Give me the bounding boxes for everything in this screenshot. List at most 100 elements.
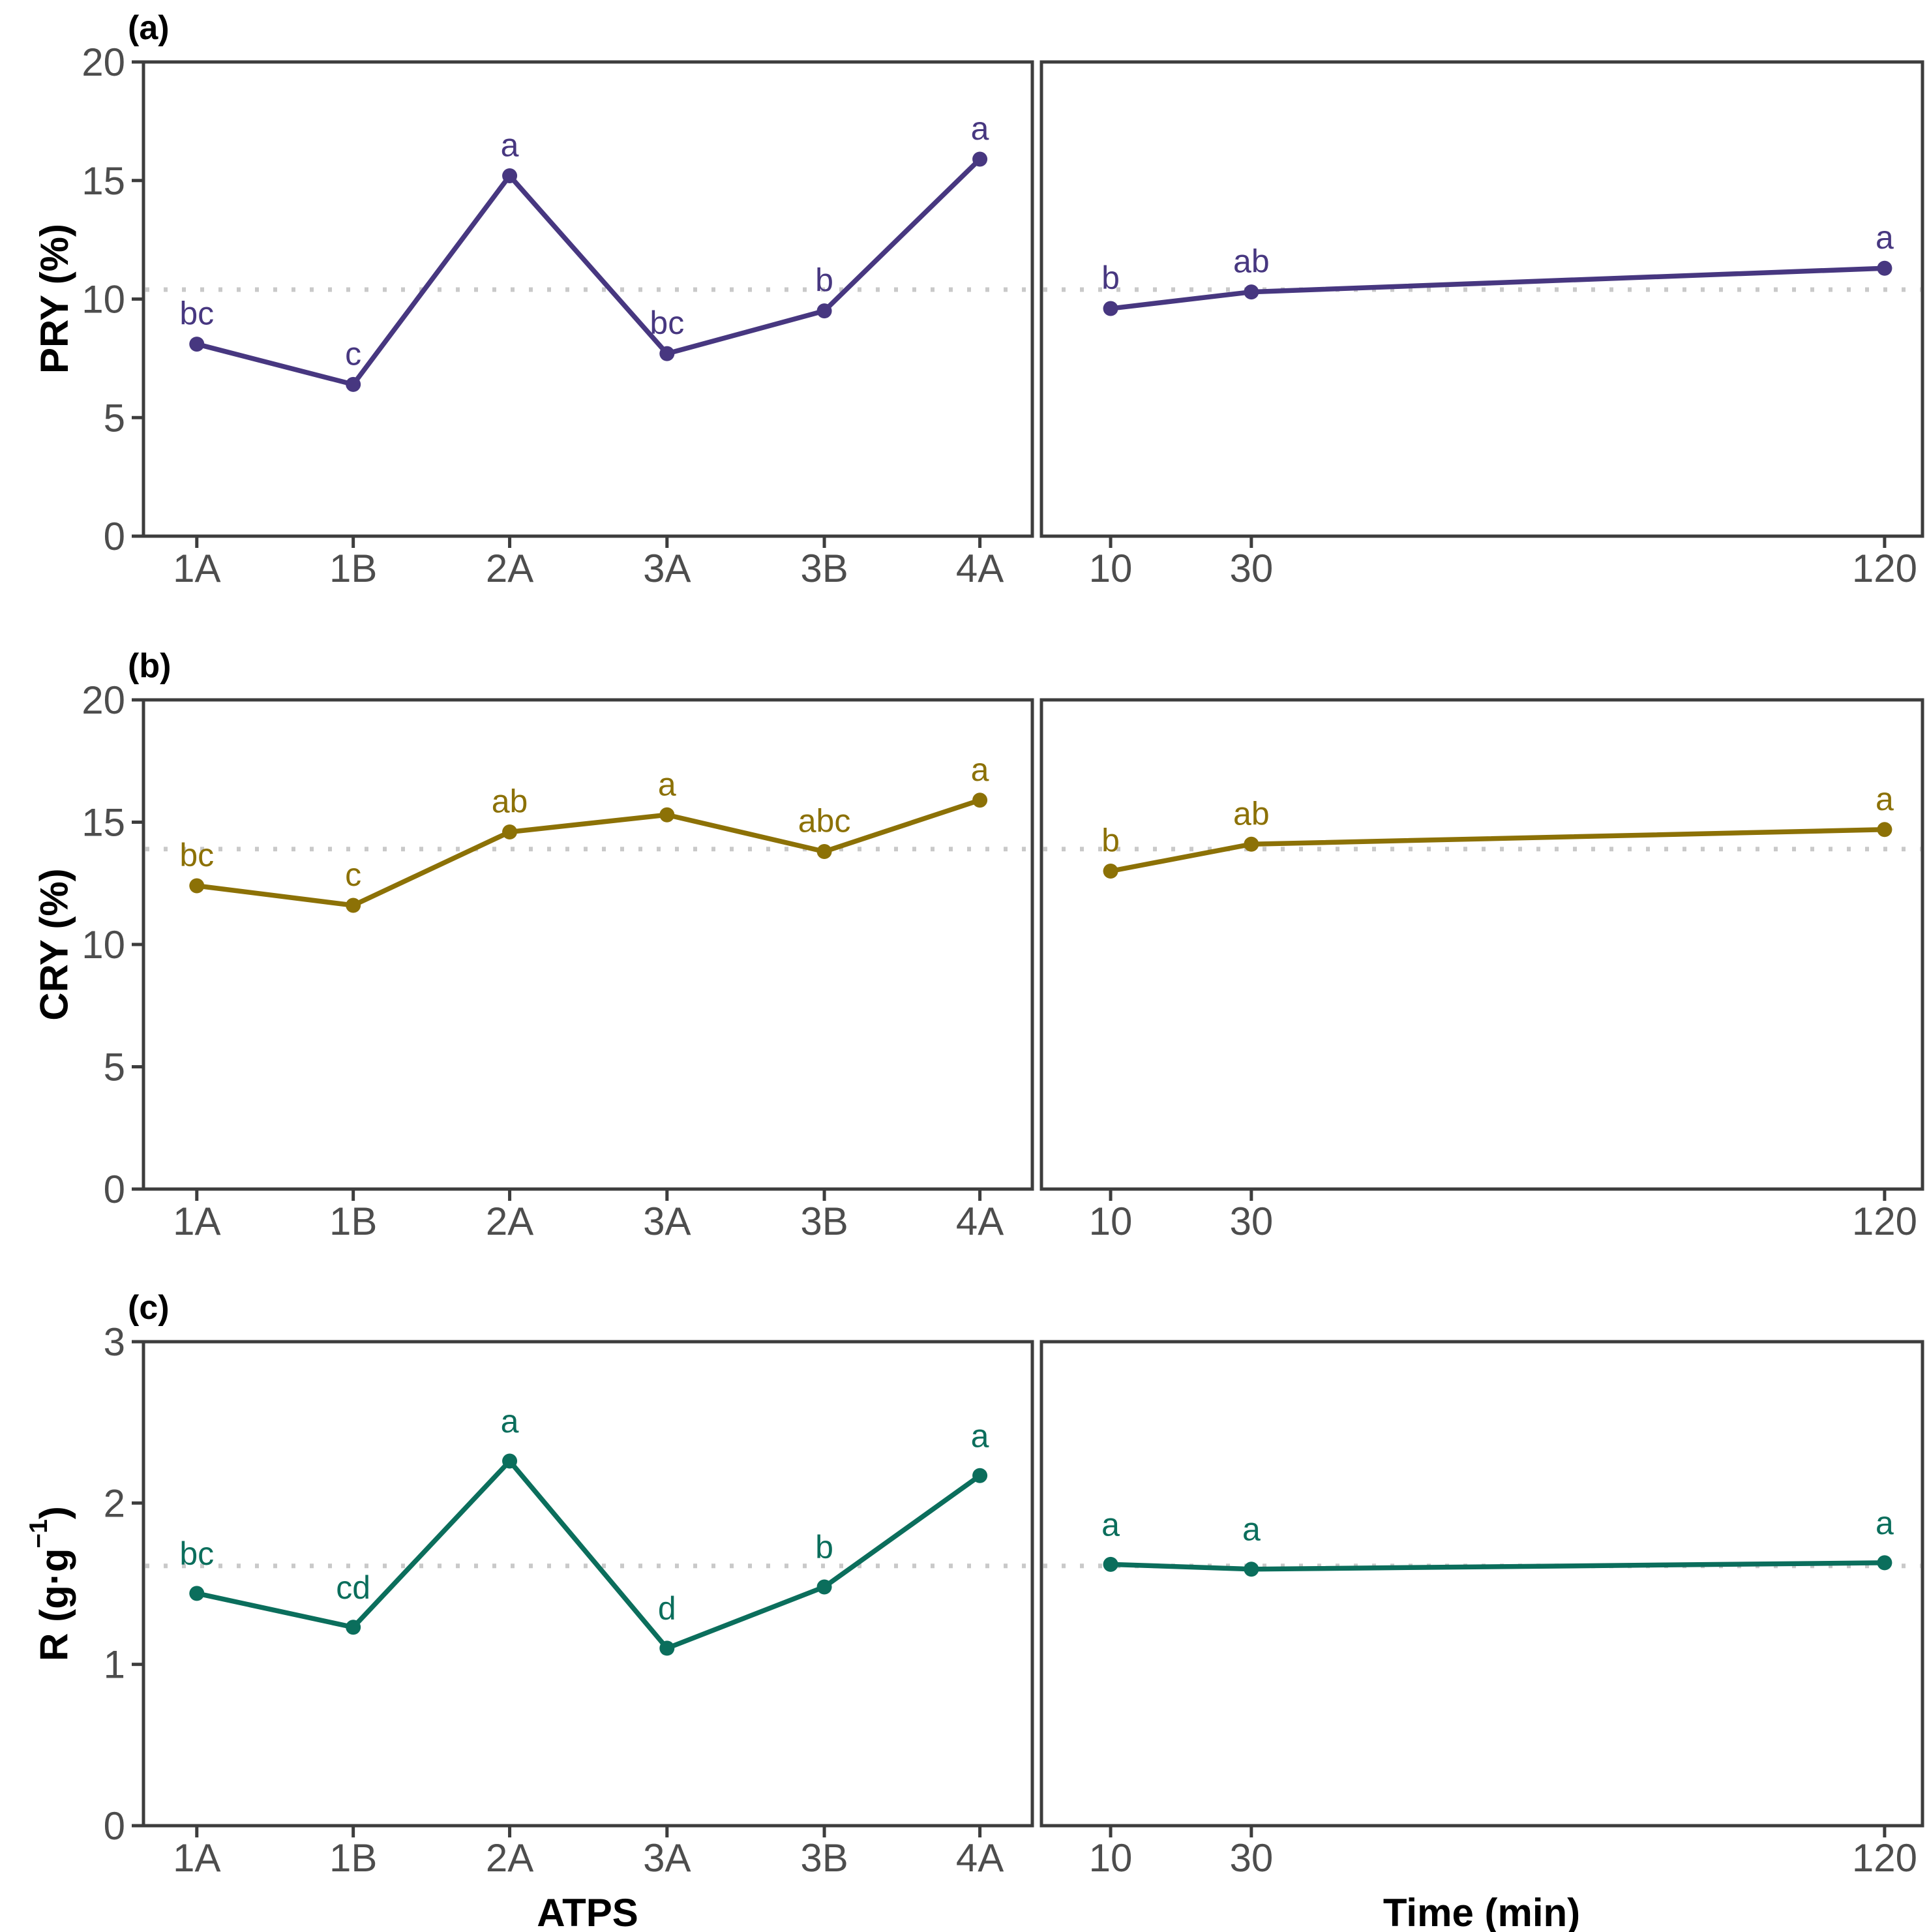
panel-border-c-right [1039, 1340, 1924, 1828]
x-axis-title-time: Time (min) [1383, 1891, 1581, 1932]
data-point-a-right-2 [1877, 260, 1892, 276]
y-axis-title-pry-text: PRY (%) [33, 223, 76, 374]
data-point-b-right-1 [1244, 836, 1259, 852]
sig-letter-a-right-1: ab [1233, 243, 1270, 280]
panel-border-c-left [142, 1340, 1034, 1828]
x-tick-label-c-left-2: 2A [486, 1836, 533, 1880]
data-point-c-right-1 [1244, 1562, 1259, 1577]
x-tick-label-c-left-3: 3A [643, 1836, 691, 1880]
sig-letter-a-left-5: a [971, 110, 989, 147]
sig-letter-a-right-2: a [1876, 219, 1894, 256]
x-tick-label-a-left-1: 1B [329, 547, 377, 590]
x-tick-label-c-left-0: 1A [173, 1836, 220, 1880]
sig-letter-c-right-2: a [1876, 1505, 1894, 1541]
x-tick-label-a-left-2: 2A [486, 547, 533, 590]
x-tick-label-b-left-3: 3A [643, 1200, 691, 1243]
sig-letter-a-left-0: bc [179, 295, 214, 332]
x-tick-label-a-left-4: 3B [800, 547, 848, 590]
y-tick-label-b-2: 10 [82, 923, 125, 967]
data-point-a-left-1 [346, 376, 361, 392]
data-point-a-right-0 [1103, 301, 1118, 316]
y-tick-label-c-1: 1 [104, 1643, 125, 1687]
sig-letter-b-left-4: abc [798, 803, 851, 839]
sig-letter-c-left-1: cd [336, 1569, 370, 1606]
y-tick-label-a-3: 15 [82, 159, 125, 203]
x-tick-label-c-left-1: 1B [329, 1836, 377, 1880]
panel-label-b: (b) [128, 647, 172, 685]
sig-letter-a-right-0: b [1101, 260, 1120, 296]
data-point-c-left-5 [972, 1468, 988, 1483]
panel-border-a-left [142, 60, 1034, 538]
sig-letter-b-left-0: bc [179, 837, 214, 873]
data-point-b-left-0 [189, 878, 205, 894]
data-point-c-right-0 [1103, 1556, 1118, 1572]
x-tick-label-c-left-4: 3B [800, 1836, 848, 1880]
x-tick-label-b-left-5: 4A [956, 1200, 1004, 1243]
sig-letter-b-left-2: ab [492, 783, 528, 820]
sig-letter-b-left-5: a [971, 751, 989, 788]
sig-letter-a-left-4: b [815, 262, 833, 299]
y-axis-title-cry-text: CRY (%) [32, 868, 76, 1021]
x-tick-label-b-left-0: 1A [173, 1200, 220, 1243]
sig-letter-a-left-3: bc [650, 305, 684, 341]
data-point-a-left-2 [502, 168, 518, 183]
data-point-c-left-0 [189, 1586, 205, 1601]
data-point-c-right-2 [1877, 1555, 1892, 1571]
x-tick-label-a-right-0: 10 [1089, 547, 1133, 590]
panel-label-c: (c) [128, 1289, 170, 1327]
y-axis-title-pry: PRY (%) [17, 62, 76, 536]
data-point-c-left-2 [502, 1453, 518, 1469]
data-point-a-left-4 [816, 303, 832, 319]
sig-letter-b-right-0: b [1101, 823, 1120, 859]
x-tick-label-c-right-1: 30 [1229, 1836, 1273, 1880]
sig-letter-b-left-1: c [345, 856, 361, 893]
sig-letter-b-right-2: a [1876, 781, 1894, 817]
panel-border-b-left [142, 698, 1034, 1191]
y-tick-label-a-0: 0 [104, 515, 125, 558]
y-tick-label-b-4: 20 [82, 678, 125, 722]
sig-letter-c-left-5: a [971, 1417, 989, 1454]
sig-letter-c-left-0: bc [179, 1535, 214, 1572]
data-point-b-right-0 [1103, 864, 1118, 879]
data-point-b-left-1 [346, 898, 361, 913]
data-point-c-left-1 [346, 1620, 361, 1635]
data-point-b-left-3 [659, 807, 675, 823]
x-tick-label-b-left-1: 1B [329, 1200, 377, 1243]
sig-letter-c-left-3: d [658, 1590, 676, 1627]
sig-letter-a-left-1: c [345, 335, 361, 372]
x-tick-label-c-left-5: 4A [956, 1836, 1004, 1880]
sig-letter-c-right-0: a [1101, 1506, 1120, 1543]
data-point-b-right-2 [1877, 822, 1892, 838]
y-axis-title-r: R (g·g−1) [16, 1342, 76, 1826]
data-point-b-left-4 [816, 844, 832, 859]
y-tick-label-b-1: 5 [104, 1046, 125, 1089]
x-tick-label-a-left-5: 4A [956, 547, 1004, 590]
y-tick-label-c-3: 3 [104, 1320, 125, 1364]
data-point-a-right-1 [1244, 284, 1259, 300]
series-line-b-left [194, 798, 983, 908]
y-axis-title-r-text: R (g·g [32, 1548, 76, 1661]
x-tick-label-b-right-1: 30 [1229, 1200, 1273, 1243]
data-point-b-left-2 [502, 824, 518, 839]
x-tick-label-b-left-2: 2A [486, 1200, 533, 1243]
y-tick-label-a-2: 10 [82, 278, 125, 322]
series-line-b-right [1108, 827, 1887, 874]
x-tick-label-c-right-0: 10 [1089, 1836, 1133, 1880]
y-tick-label-b-0: 0 [104, 1168, 125, 1211]
y-tick-label-a-4: 20 [82, 40, 125, 84]
sig-letter-a-left-2: a [501, 127, 519, 163]
x-tick-label-a-right-1: 30 [1229, 547, 1273, 590]
y-axis-title-r-sup: −1 [25, 1519, 53, 1548]
x-tick-label-a-right-2: 120 [1852, 547, 1917, 590]
panel-border-b-right [1039, 698, 1924, 1191]
x-tick-label-b-right-0: 10 [1089, 1200, 1133, 1243]
x-axis-title-atps: ATPS [537, 1891, 638, 1932]
data-point-c-left-3 [659, 1640, 675, 1656]
data-point-a-left-0 [189, 337, 205, 352]
panel-label-a: (a) [128, 9, 170, 47]
y-tick-label-c-0: 0 [104, 1804, 125, 1848]
data-point-a-left-5 [972, 151, 988, 167]
x-tick-label-c-right-2: 120 [1852, 1836, 1917, 1880]
